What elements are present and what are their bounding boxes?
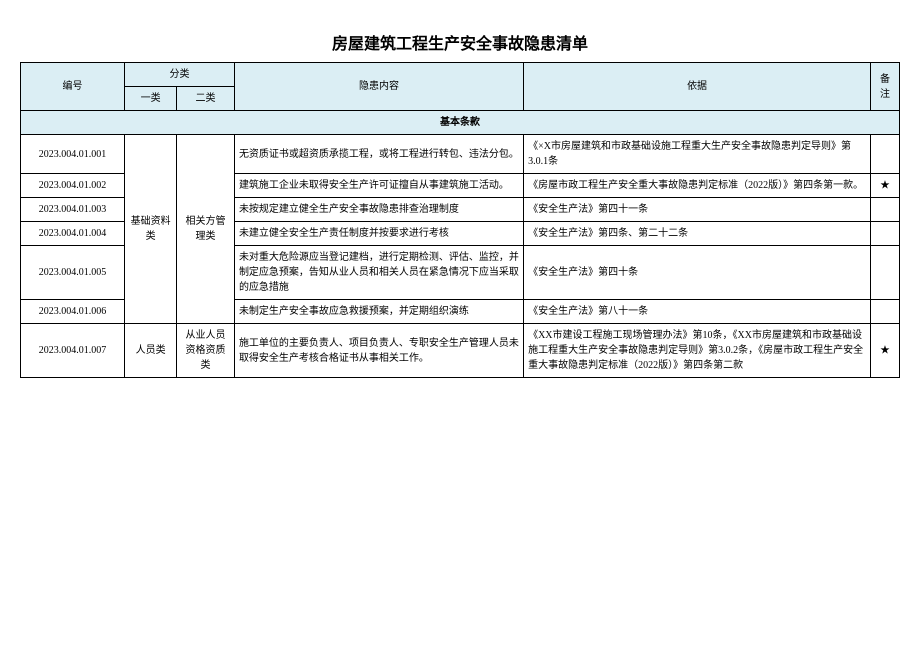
- cell-cat2: 相关方管理类: [177, 135, 235, 324]
- cell-note: ★: [871, 174, 900, 198]
- cell-id: 2023.004.01.002: [21, 174, 125, 198]
- cell-basis: 《安全生产法》第四条、第二十二条: [524, 222, 871, 246]
- th-category: 分类: [125, 63, 235, 87]
- th-cat1: 一类: [125, 87, 177, 111]
- table-row: 2023.004.01.007 人员类 从业人员资格资质类 施工单位的主要负责人…: [21, 324, 900, 378]
- cell-id: 2023.004.01.001: [21, 135, 125, 174]
- cell-risk: 未建立健全安全生产责任制度并按要求进行考核: [234, 222, 523, 246]
- cell-id: 2023.004.01.006: [21, 300, 125, 324]
- cell-basis: 《安全生产法》第四十条: [524, 246, 871, 300]
- cell-basis: 《安全生产法》第八十一条: [524, 300, 871, 324]
- cell-risk: 未按规定建立健全生产安全事故隐患排查治理制度: [234, 198, 523, 222]
- cell-basis: 《×X市房屋建筑和市政基础设施工程重大生产安全事故隐患判定导则》第3.0.1条: [524, 135, 871, 174]
- cell-id: 2023.004.01.005: [21, 246, 125, 300]
- cell-basis: 《安全生产法》第四十一条: [524, 198, 871, 222]
- cell-cat1: 人员类: [125, 324, 177, 378]
- cell-id: 2023.004.01.007: [21, 324, 125, 378]
- th-note: 备注: [871, 63, 900, 111]
- th-risk: 隐患内容: [234, 63, 523, 111]
- th-id: 编号: [21, 63, 125, 111]
- cell-risk: 未制定生产安全事故应急救援预案，并定期组织演练: [234, 300, 523, 324]
- cell-id: 2023.004.01.003: [21, 198, 125, 222]
- cell-basis: 《房屋市政工程生产安全重大事故隐患判定标准（2022版）》第四条第一款。: [524, 174, 871, 198]
- cell-note: [871, 222, 900, 246]
- section-row: 基本条款: [21, 111, 900, 135]
- cell-id: 2023.004.01.004: [21, 222, 125, 246]
- cell-basis: 《XX市建设工程施工现场管理办法》第10条，《XX市房屋建筑和市政基础设施工程重…: [524, 324, 871, 378]
- cell-note: [871, 300, 900, 324]
- page-title: 房屋建筑工程生产安全事故隐患清单: [20, 30, 900, 54]
- cell-cat1: 基础资料类: [125, 135, 177, 324]
- cell-cat2: 从业人员资格资质类: [177, 324, 235, 378]
- cell-note: [871, 198, 900, 222]
- cell-note: [871, 246, 900, 300]
- cell-risk: 建筑施工企业未取得安全生产许可证擅自从事建筑施工活动。: [234, 174, 523, 198]
- section-label: 基本条款: [21, 111, 900, 135]
- cell-risk: 无资质证书或超资质承揽工程，或将工程进行转包、违法分包。: [234, 135, 523, 174]
- cell-note: [871, 135, 900, 174]
- cell-risk: 施工单位的主要负责人、项目负责人、专职安全生产管理人员未取得安全生产考核合格证书…: [234, 324, 523, 378]
- cell-risk: 未对重大危险源应当登记建档，进行定期检测、评估、监控，并制定应急预案，告知从业人…: [234, 246, 523, 300]
- th-cat2: 二类: [177, 87, 235, 111]
- table-row: 2023.004.01.001 基础资料类 相关方管理类 无资质证书或超资质承揽…: [21, 135, 900, 174]
- cell-note: ★: [871, 324, 900, 378]
- th-basis: 依据: [524, 63, 871, 111]
- hazard-table: 编号 分类 隐患内容 依据 备注 一类 二类 基本条款 2023.004.01.…: [20, 62, 900, 378]
